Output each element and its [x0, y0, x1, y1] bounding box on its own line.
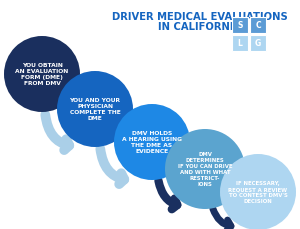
Circle shape [165, 129, 245, 209]
Text: IF NECESSARY,
REQUEST A REVIEW
TO CONTEST DMV'S
DECISION: IF NECESSARY, REQUEST A REVIEW TO CONTES… [229, 181, 287, 204]
Text: DMV
DETERMINES
IF YOU CAN DRIVE
AND WITH WHAT
RESTRICT-
IONS: DMV DETERMINES IF YOU CAN DRIVE AND WITH… [178, 152, 232, 187]
Circle shape [220, 154, 296, 229]
Text: G: G [255, 39, 261, 48]
Circle shape [114, 105, 190, 180]
Bar [232, 36, 248, 52]
Text: IN CALIFORNIA: IN CALIFORNIA [158, 22, 242, 32]
Text: L: L [238, 39, 242, 48]
Bar [250, 36, 266, 52]
Text: C: C [255, 21, 261, 30]
Text: S: S [237, 21, 243, 30]
Text: YOU AND YOUR
PHYSICIAN
COMPLETE THE
DME: YOU AND YOUR PHYSICIAN COMPLETE THE DME [70, 98, 121, 121]
Circle shape [57, 72, 133, 147]
Bar [232, 18, 248, 34]
Circle shape [4, 37, 80, 112]
Text: DMV HOLDS
A HEARING USING
THE DME AS
EVIDENCE: DMV HOLDS A HEARING USING THE DME AS EVI… [122, 131, 182, 154]
Text: YOU OBTAIN
AN EVALUATION
FORM (DME)
FROM DMV: YOU OBTAIN AN EVALUATION FORM (DME) FROM… [15, 63, 69, 86]
Bar [250, 18, 266, 34]
Text: DRIVER MEDICAL EVALUATIONS: DRIVER MEDICAL EVALUATIONS [112, 12, 288, 22]
